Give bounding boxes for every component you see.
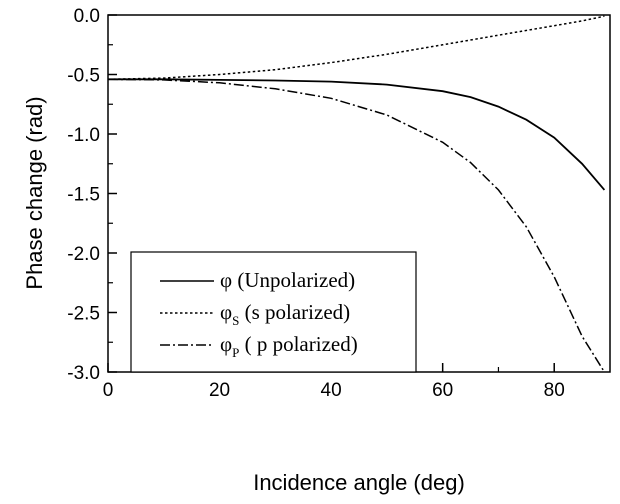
plot-area xyxy=(107,15,606,373)
y-tick-label: -2.5 xyxy=(67,304,100,325)
x-tick-label: 80 xyxy=(544,380,565,401)
legend-label-2: φS (s polarized) xyxy=(220,300,350,328)
series-line-1 xyxy=(108,78,606,191)
x-tick-label: 40 xyxy=(321,380,342,401)
series-line-3 xyxy=(107,78,606,373)
legend-box xyxy=(130,251,417,373)
y-tick-label: -2.0 xyxy=(67,244,100,265)
x-tick-label: 60 xyxy=(432,380,453,401)
y-tick-label: -0.5 xyxy=(67,66,100,87)
axis-ticks: 0 20 40 60 80 0.0 -0.5 -1.0 -1.5 -2.0 -2.5 -3.0 xyxy=(67,6,565,401)
y-tick-label: 0.0 xyxy=(74,6,100,27)
y-tick-label: -1.5 xyxy=(67,185,100,206)
x-tick-label: 20 xyxy=(209,380,230,401)
series-line-2 xyxy=(107,15,605,81)
x-tick-label: 0 xyxy=(103,380,114,401)
y-tick-label: -3.0 xyxy=(67,363,100,384)
legend-label-3: φP ( p polarized) xyxy=(220,332,358,360)
legend-label-1: φ (Unpolarized) xyxy=(220,268,355,292)
y-axis-title: Phase change (rad) xyxy=(22,96,47,289)
x-axis-title: Incidence angle (deg) xyxy=(253,470,465,495)
legend: φ (Unpolarized) φS (s polarized) φP ( p po… xyxy=(130,251,417,373)
y-tick-label: -1.0 xyxy=(67,125,100,146)
